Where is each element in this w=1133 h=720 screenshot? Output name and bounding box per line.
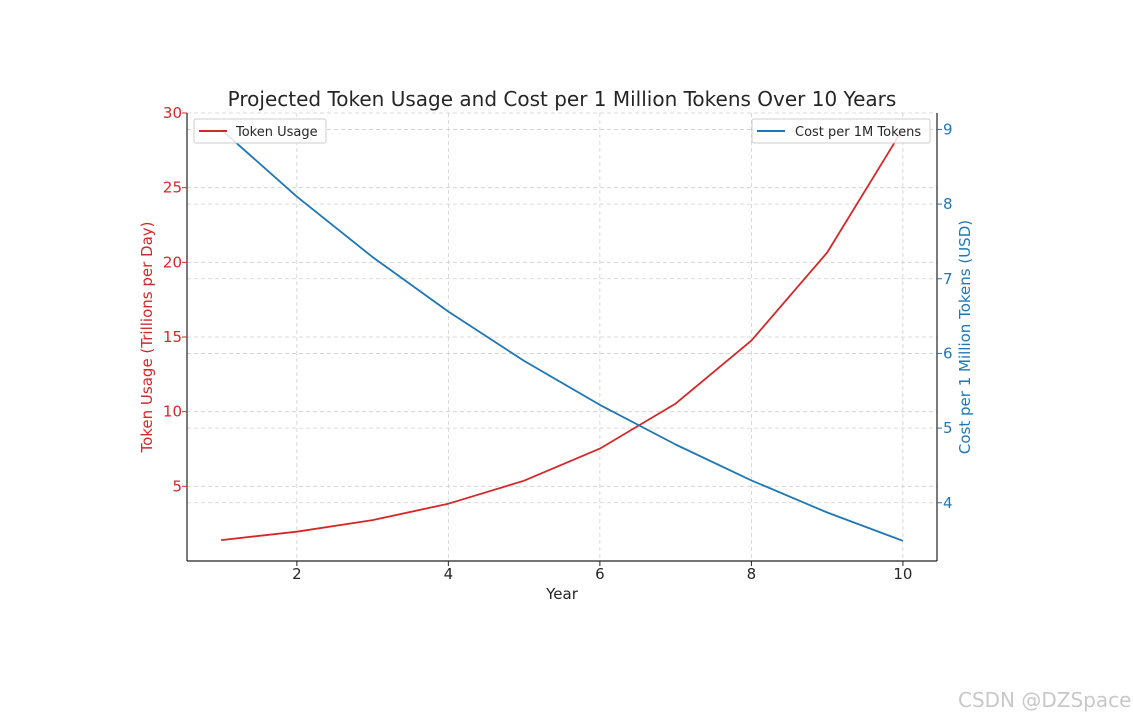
x-tick-label: 2 xyxy=(292,565,302,583)
legend-left-label: Token Usage xyxy=(235,125,318,140)
watermark: CSDN @DZSpace xyxy=(958,688,1132,712)
left-tick-label: 15 xyxy=(163,328,182,346)
legend-right-label: Cost per 1M Tokens xyxy=(795,125,921,140)
chart-title: Projected Token Usage and Cost per 1 Mil… xyxy=(228,87,897,111)
legend-left: Token Usage xyxy=(193,118,327,144)
left-tick-label: 10 xyxy=(163,403,182,421)
right-axis-label: Cost per 1 Million Tokens (USD) xyxy=(956,220,974,454)
right-tick-group: 4 5 6 7 8 9 xyxy=(937,120,953,512)
right-tick-label: 6 xyxy=(943,344,953,362)
series-layer xyxy=(220,128,904,542)
legend-left-box xyxy=(193,118,327,144)
right-tick-label: 4 xyxy=(943,494,953,512)
left-tick-label: 30 xyxy=(163,104,182,122)
x-axis-label: Year xyxy=(545,585,579,603)
legend-right: Cost per 1M Tokens xyxy=(751,118,931,144)
left-tick-group: 5 10 15 20 25 30 xyxy=(163,104,187,495)
x-tick-label: 4 xyxy=(444,565,454,583)
right-tick-label: 5 xyxy=(943,419,953,437)
left-tick-label: 25 xyxy=(163,179,182,197)
right-tick-label: 7 xyxy=(943,270,953,288)
grid-lines xyxy=(187,112,937,561)
x-tick-group: 2 4 6 8 10 xyxy=(292,561,912,583)
right-tick-label: 8 xyxy=(943,195,953,213)
right-tick-label: 9 xyxy=(943,120,953,138)
left-axis-label: Token Usage (Trillions per Day) xyxy=(138,221,156,453)
x-tick-label: 6 xyxy=(595,565,605,583)
token-usage-line xyxy=(221,128,904,541)
x-tick-label: 10 xyxy=(893,565,912,583)
legend-right-box xyxy=(751,118,931,144)
x-tick-label: 8 xyxy=(747,565,757,583)
left-tick-label: 20 xyxy=(163,253,182,271)
cost-per-1m-line xyxy=(220,128,904,542)
left-tick-label: 5 xyxy=(172,477,182,495)
